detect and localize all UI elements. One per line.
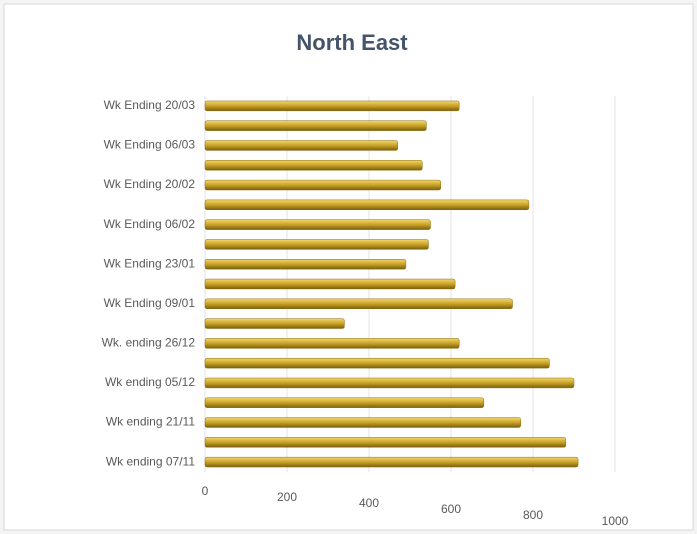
x-tick-label: 0: [202, 484, 209, 498]
y-tick-label: Wk Ending 20/02: [104, 177, 196, 191]
bar: [204, 278, 456, 290]
x-tick-label: 400: [359, 496, 379, 510]
bar: [204, 456, 579, 468]
bar: [204, 219, 431, 230]
bar: [204, 338, 460, 349]
x-tick-label: 800: [523, 508, 543, 522]
bar: [204, 199, 530, 211]
bar: [204, 437, 567, 448]
bar: [204, 357, 550, 369]
x-tick-label: 200: [277, 490, 297, 504]
bar: [204, 298, 513, 309]
x-tick-label: 600: [441, 502, 461, 516]
bar: [204, 140, 398, 151]
y-tick-label: Wk Ending 06/03: [104, 138, 196, 152]
bar: [204, 239, 429, 250]
y-tick-label: Wk Ending 06/02: [104, 217, 196, 231]
x-tick-label: 1000: [602, 514, 629, 528]
bar: [204, 120, 427, 131]
y-tick-label: Wk. ending 26/12: [102, 336, 196, 350]
y-tick-label: Wk ending 05/12: [105, 375, 195, 389]
y-tick-label: Wk Ending 20/03: [104, 98, 196, 112]
y-tick-label: Wk ending 21/11: [106, 415, 195, 429]
y-tick-label: Wk Ending 23/01: [104, 256, 196, 270]
bar: [204, 417, 521, 428]
bar: [204, 100, 460, 112]
y-tick-label: Wk Ending 09/01: [104, 296, 196, 310]
bar: [204, 377, 575, 389]
chart-title: North East: [296, 30, 408, 55]
y-tick-label: Wk ending 07/11: [106, 454, 195, 468]
bar: [204, 259, 407, 270]
bar: [204, 397, 485, 408]
bar: [204, 179, 441, 191]
bar: [204, 160, 423, 171]
bar: [204, 318, 345, 329]
